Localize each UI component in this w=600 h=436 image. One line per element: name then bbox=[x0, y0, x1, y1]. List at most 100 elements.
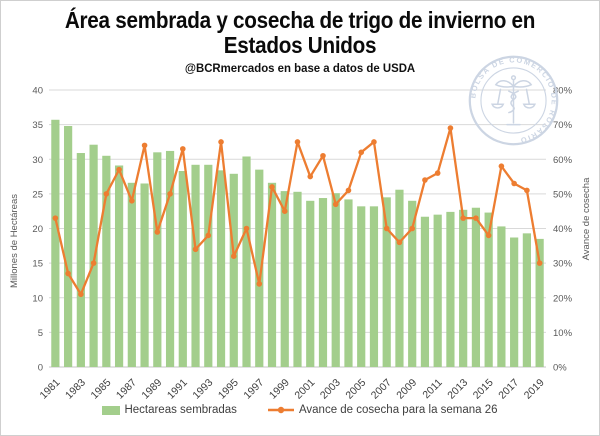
line-marker bbox=[511, 180, 517, 187]
bar bbox=[165, 150, 175, 367]
bar-series-label: Hectareas sembradas bbox=[124, 404, 237, 416]
right-axis-title: Avance de cosecha bbox=[581, 177, 592, 260]
bar bbox=[229, 173, 238, 367]
bar bbox=[433, 214, 442, 367]
right-axis-tick-label: 20% bbox=[553, 293, 573, 304]
bar bbox=[331, 193, 340, 367]
line-marker bbox=[243, 225, 250, 232]
line-marker bbox=[192, 246, 199, 253]
line-marker bbox=[281, 208, 288, 214]
line-marker bbox=[294, 139, 301, 145]
line-marker bbox=[269, 184, 275, 190]
line-marker bbox=[332, 201, 339, 208]
bar bbox=[293, 191, 302, 367]
line-marker bbox=[536, 260, 543, 266]
bar bbox=[267, 182, 277, 367]
left-axis-tick-label: 25 bbox=[32, 189, 43, 200]
x-axis-year-label: 1995 bbox=[216, 377, 241, 402]
bar bbox=[318, 198, 328, 367]
bar bbox=[76, 153, 85, 367]
legend-item-line: Avance de cosecha para la semana 26 bbox=[267, 404, 498, 416]
line-marker bbox=[371, 139, 377, 145]
bar bbox=[459, 209, 468, 367]
x-axis-year-label: 1981 bbox=[37, 377, 62, 402]
x-axis-year-label: 2019 bbox=[522, 377, 547, 402]
chart-subtitle: @BCRmercados en base a datos de USDA bbox=[184, 61, 416, 75]
left-axis-tick-label: 5 bbox=[38, 328, 43, 339]
line-marker bbox=[447, 125, 454, 131]
bar bbox=[510, 237, 519, 367]
bcr-logo: BOLSA DE COMERCIO DE ROSARIO bbox=[468, 55, 559, 146]
bar bbox=[102, 155, 111, 367]
x-axis-year-label: 1985 bbox=[88, 377, 113, 402]
chart-legend: Hectareas sembradas Avance de cosecha pa… bbox=[1, 404, 599, 416]
left-axis-tick-label: 35 bbox=[32, 120, 43, 131]
line-series-label: Avance de cosecha para la semana 26 bbox=[298, 404, 498, 416]
line-marker bbox=[90, 260, 97, 266]
x-axis-year-label: 2003 bbox=[318, 377, 343, 402]
line-marker bbox=[78, 291, 84, 298]
chart-header: Área sembrada y cosecha de trigo de invi… bbox=[1, 8, 599, 76]
right-axis-tick-label: 40% bbox=[553, 224, 573, 235]
line-marker bbox=[256, 281, 263, 287]
line-marker bbox=[409, 225, 415, 232]
bar bbox=[127, 182, 136, 367]
line-marker bbox=[103, 191, 110, 197]
bar bbox=[114, 165, 124, 367]
line-marker bbox=[218, 139, 224, 145]
x-axis-year-label: 2009 bbox=[394, 377, 419, 402]
bar-series-swatch bbox=[102, 405, 121, 415]
line-marker bbox=[358, 149, 365, 156]
x-axis-year-label: 2011 bbox=[420, 377, 445, 402]
bar bbox=[280, 191, 289, 367]
line-marker bbox=[434, 170, 441, 176]
bar bbox=[178, 171, 187, 367]
line-marker bbox=[422, 177, 428, 183]
left-axis-tick-label: 40 bbox=[32, 86, 43, 97]
bar bbox=[140, 183, 149, 367]
line-marker bbox=[205, 232, 212, 239]
line-marker bbox=[498, 163, 505, 169]
x-axis-year-label: 2005 bbox=[343, 377, 368, 402]
chart-title-line-2: Estados Unidos bbox=[223, 32, 377, 58]
bar bbox=[471, 207, 481, 367]
bar bbox=[255, 169, 264, 367]
x-axis-year-label: 2015 bbox=[471, 377, 496, 402]
x-axis-year-label: 1983 bbox=[63, 377, 88, 402]
bar bbox=[242, 156, 251, 367]
bar bbox=[369, 206, 379, 367]
x-axis-year-label: 1989 bbox=[139, 377, 164, 402]
bar bbox=[51, 119, 60, 367]
x-axis-year-label: 2017 bbox=[496, 377, 521, 402]
line-marker bbox=[460, 215, 466, 221]
bar bbox=[204, 164, 213, 367]
line-marker bbox=[524, 187, 530, 194]
left-axis-title: Millones de Hectáreas bbox=[9, 194, 20, 288]
x-axis-year-label: 2001 bbox=[292, 377, 317, 402]
x-axis-year-label: 2013 bbox=[445, 377, 470, 402]
bar bbox=[395, 189, 404, 367]
line-marker bbox=[473, 215, 479, 221]
bar bbox=[497, 226, 506, 367]
x-axis-year-label: 2007 bbox=[369, 377, 394, 402]
bar bbox=[344, 199, 353, 367]
right-axis-tick-label: 70% bbox=[553, 120, 573, 131]
bar bbox=[357, 206, 366, 367]
bar bbox=[64, 126, 73, 367]
line-marker bbox=[65, 270, 71, 277]
left-axis-tick-label: 10 bbox=[32, 293, 43, 304]
line-series-marker bbox=[267, 406, 294, 414]
legend-item-bars: Hectareas sembradas bbox=[102, 404, 237, 416]
bar bbox=[522, 233, 531, 367]
line-marker bbox=[320, 152, 326, 159]
line-marker bbox=[396, 239, 403, 246]
bar bbox=[446, 211, 455, 367]
left-axis-tick-label: 20 bbox=[32, 224, 43, 235]
bar bbox=[535, 238, 544, 367]
x-axis-year-label: 1993 bbox=[190, 377, 215, 402]
x-axis-year-label: 1991 bbox=[165, 377, 190, 402]
x-axis-year-label: 1999 bbox=[267, 377, 292, 402]
line-marker bbox=[383, 225, 390, 232]
bar bbox=[382, 197, 391, 367]
